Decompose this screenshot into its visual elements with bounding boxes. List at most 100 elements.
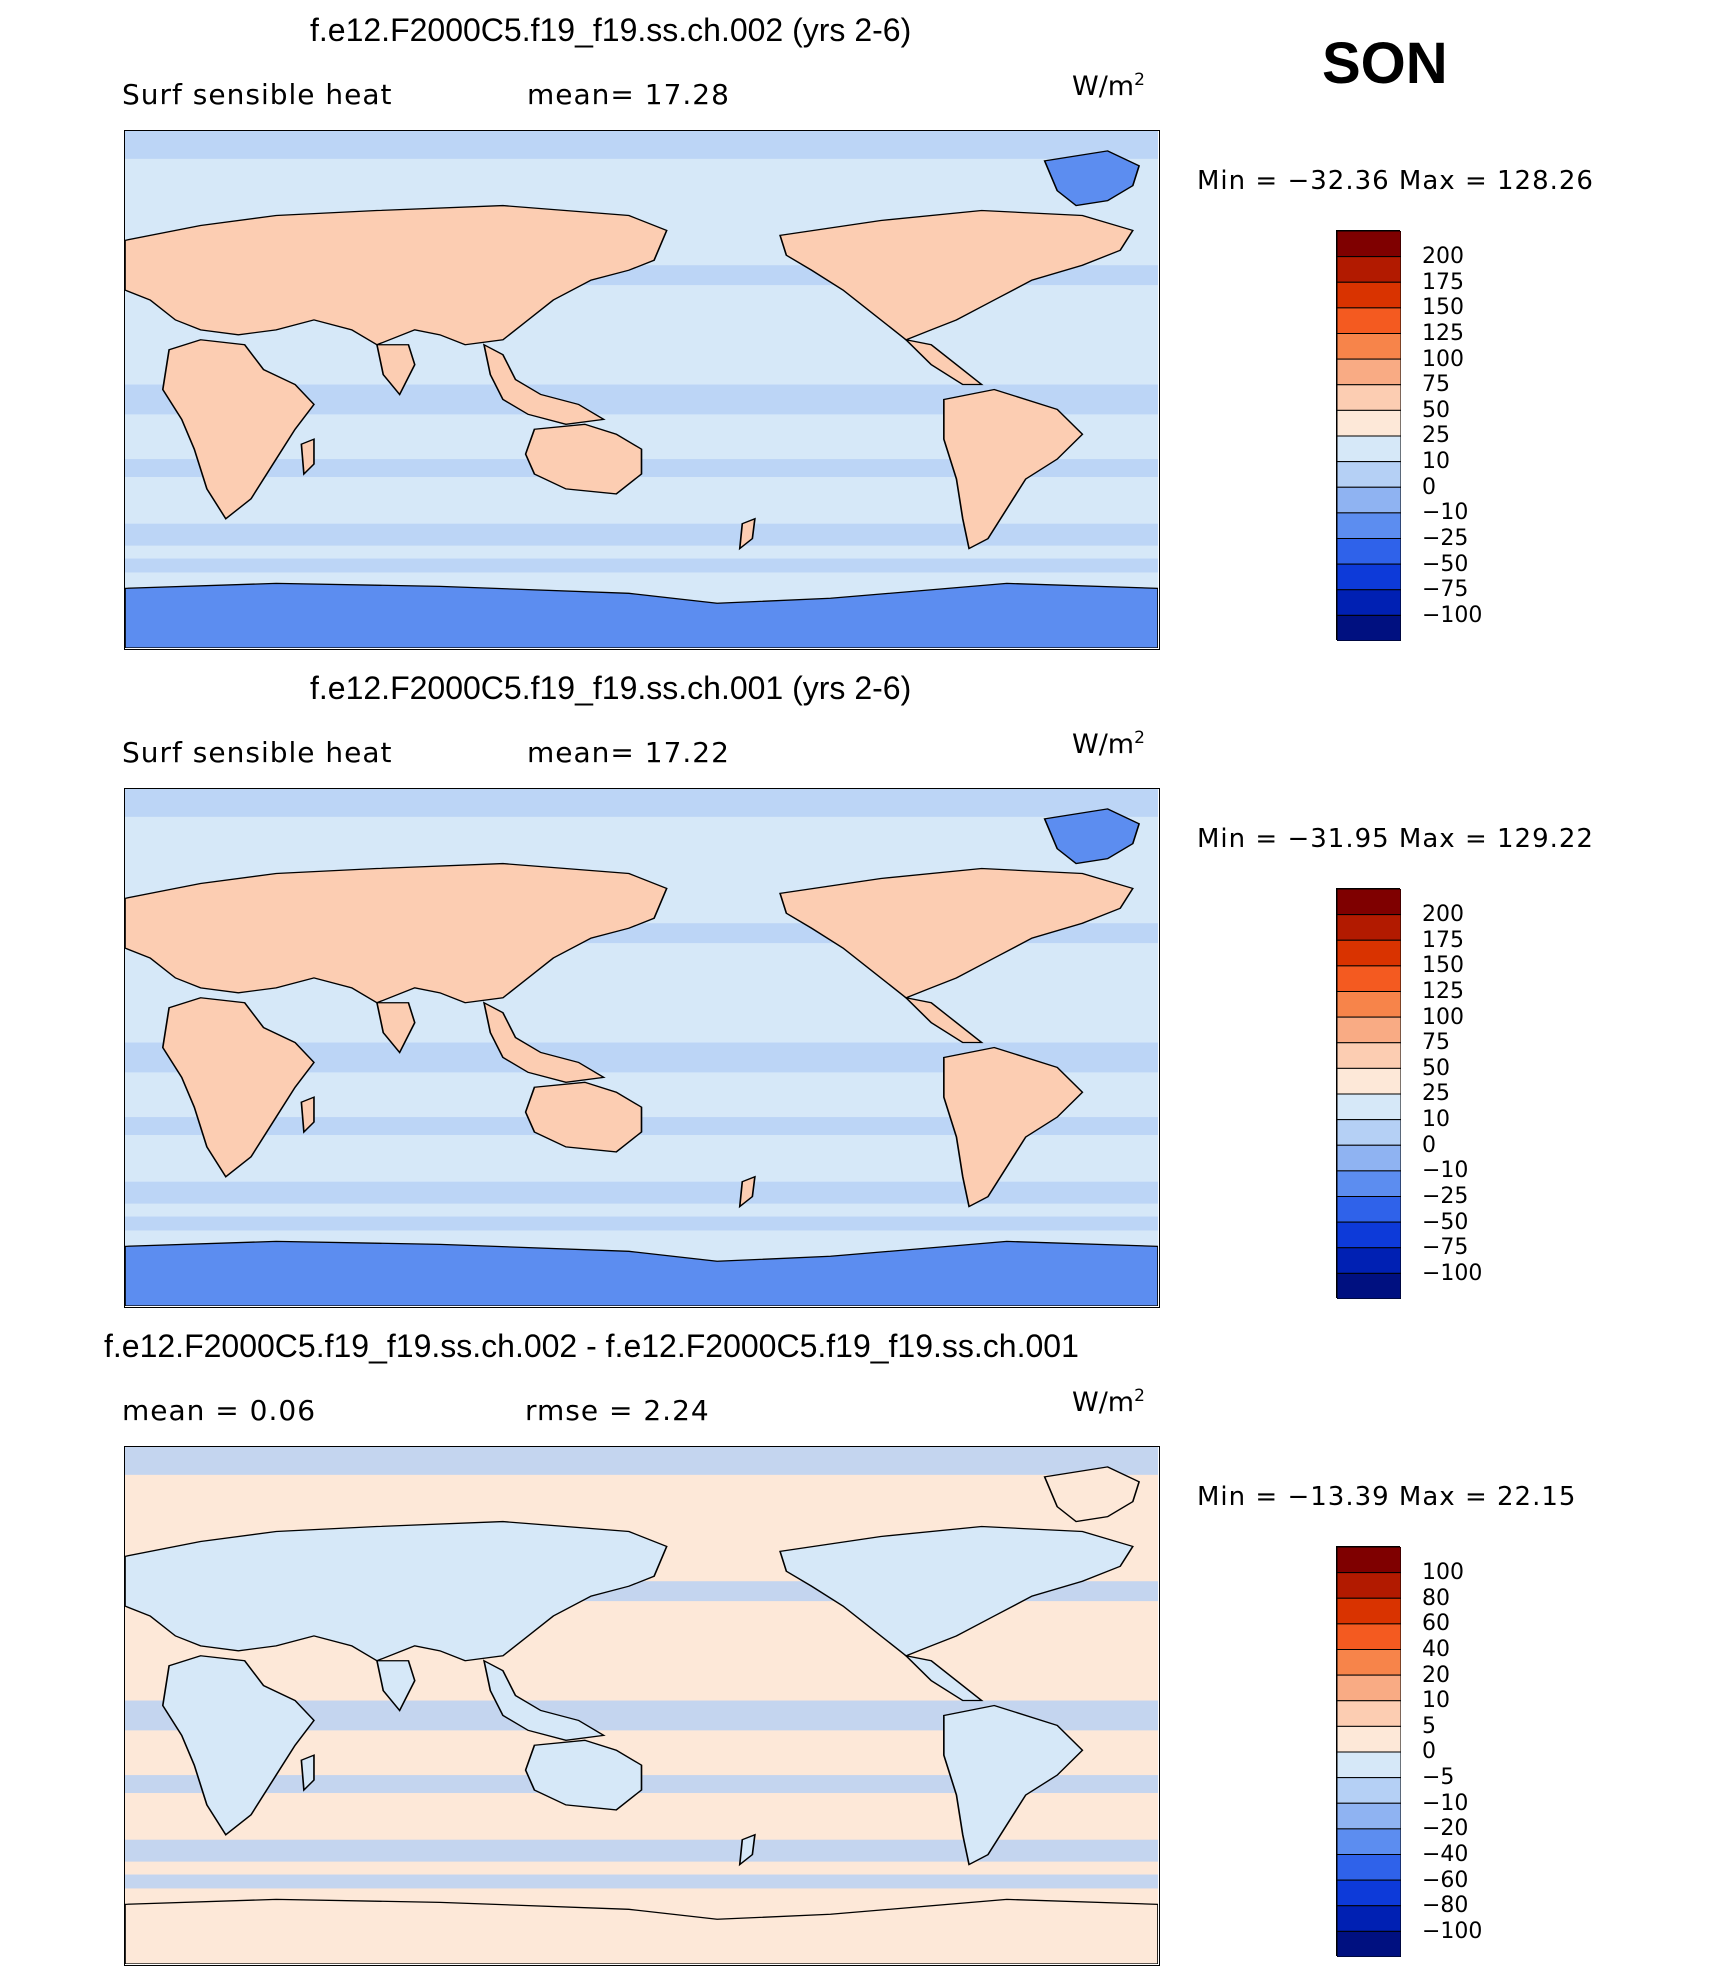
colorbar-swatch: [1337, 384, 1401, 411]
continent-outline: [161, 997, 315, 1178]
colorbar-level-label: −10: [1422, 1790, 1469, 1816]
colorbar-swatch: [1337, 1751, 1401, 1779]
panel-2-map: [124, 788, 1160, 1308]
continent-outline: [903, 996, 984, 1044]
colorbar-level-label: 25: [1422, 423, 1450, 449]
panel-2-title: f.e12.F2000C5.f19_f19.ss.ch.001 (yrs 2-6…: [310, 670, 912, 706]
colorbar-level-label: 40: [1422, 1636, 1450, 1662]
continent-outline: [524, 1739, 643, 1811]
colorbar-level-label: 75: [1422, 372, 1450, 398]
continent-outline: [943, 1046, 1084, 1208]
continent-outline: [300, 1096, 315, 1134]
continent-outline: [482, 343, 606, 425]
panel-3-rmse-label: rmse = 2.24: [525, 1394, 710, 1427]
colorbar-level-label: 50: [1422, 397, 1450, 423]
continent-outline: [125, 582, 1158, 648]
colorbar-swatch: [1337, 307, 1401, 334]
colorbar-swatch: [1337, 538, 1401, 565]
panel-3-units: W/m2: [1072, 1386, 1145, 1418]
colorbar-swatch: [1337, 1170, 1401, 1197]
continent-outline: [125, 1520, 668, 1662]
colorbar-level-label: 25: [1422, 1081, 1450, 1107]
colorbar-swatch: [1337, 1547, 1401, 1574]
colorbar-level-label: 100: [1422, 1004, 1464, 1030]
colorbar-swatch: [1337, 1879, 1401, 1907]
colorbar-swatch: [1337, 486, 1401, 514]
colorbar-swatch: [1337, 231, 1401, 258]
colorbar-swatch: [1337, 1777, 1401, 1804]
colorbar-level-label: 10: [1422, 1107, 1450, 1132]
colorbar-level-label: −20: [1422, 1816, 1469, 1842]
colorbar-level-label: −60: [1422, 1867, 1469, 1893]
panel-1-variable-label: Surf sensible heat: [122, 78, 393, 111]
colorbar-swatch: [1337, 1802, 1401, 1830]
contour-band: [125, 1181, 1158, 1204]
continent-outline: [375, 344, 416, 396]
panel-2-colorbar: [1336, 888, 1401, 1299]
colorbar-level-label: 0: [1422, 474, 1436, 500]
continent-outline: [482, 1001, 606, 1083]
colorbar-level-label: −40: [1422, 1841, 1469, 1867]
panel-3-map: [124, 1446, 1160, 1966]
continent-outline: [903, 1654, 984, 1702]
colorbar-swatch: [1337, 914, 1401, 941]
colorbar-level-label: 0: [1422, 1132, 1436, 1158]
colorbar-level-label: 20: [1422, 1662, 1450, 1688]
colorbar-level-label: −25: [1422, 1183, 1469, 1209]
colorbar-swatch: [1337, 889, 1401, 916]
colorbar-swatch: [1337, 281, 1401, 309]
colorbar-swatch: [1337, 1119, 1401, 1146]
colorbar-level-label: −100: [1422, 1260, 1483, 1286]
continent-outline: [161, 1655, 315, 1836]
colorbar-level-label: 175: [1422, 927, 1464, 953]
panel-3-colorbar: [1336, 1546, 1401, 1957]
colorbar-level-label: −100: [1422, 1918, 1483, 1944]
colorbar-level-label: 10: [1422, 449, 1450, 474]
continent-outline: [375, 1660, 416, 1712]
colorbar-swatch: [1337, 1700, 1401, 1727]
colorbar-swatch: [1337, 333, 1401, 360]
colorbar-swatch: [1337, 435, 1401, 463]
panel-1-units: W/m2: [1072, 70, 1145, 102]
colorbar-level-label: −100: [1422, 602, 1483, 628]
continent-outline: [125, 862, 668, 1004]
colorbar-swatch: [1337, 1247, 1401, 1274]
colorbar-level-label: −10: [1422, 500, 1469, 526]
colorbar-level-label: 50: [1422, 1055, 1450, 1081]
continent-outline: [738, 1175, 756, 1209]
panel-2-minmax: Min = −31.95 Max = 129.22: [1197, 824, 1594, 854]
continent-outline: [738, 517, 756, 551]
continent-outline: [524, 423, 643, 495]
panel-3-mean-label: mean = 0.06: [122, 1394, 317, 1427]
colorbar-level-label: 75: [1422, 1030, 1450, 1056]
continent-outline: [903, 338, 984, 386]
colorbar-level-label: 150: [1422, 953, 1464, 979]
colorbar-swatch: [1337, 1572, 1401, 1599]
colorbar-level-label: 125: [1422, 320, 1464, 346]
colorbar-swatch: [1337, 1221, 1401, 1249]
colorbar-swatch: [1337, 614, 1401, 641]
colorbar-swatch: [1337, 1144, 1401, 1172]
colorbar-swatch: [1337, 1905, 1401, 1932]
colorbar-swatch: [1337, 1674, 1401, 1702]
colorbar-level-label: −75: [1422, 577, 1469, 603]
colorbar-swatch: [1337, 409, 1401, 437]
colorbar-level-label: −75: [1422, 1235, 1469, 1261]
continent-outline: [125, 204, 668, 346]
continent-outline: [779, 1525, 1134, 1657]
colorbar-level-label: 100: [1422, 346, 1464, 372]
panel-1-minmax: Min = −32.36 Max = 128.26: [1197, 166, 1594, 196]
contour-band: [125, 523, 1158, 546]
colorbar-level-label: 100: [1422, 1560, 1464, 1585]
continent-outline: [779, 867, 1134, 999]
contour-band: [125, 1216, 1158, 1231]
colorbar-swatch: [1337, 1725, 1401, 1753]
contour-band: [125, 789, 1158, 817]
colorbar-swatch: [1337, 1093, 1401, 1121]
continent-outline: [1043, 1466, 1141, 1523]
season-label: SON: [1322, 31, 1448, 96]
contour-band: [125, 558, 1158, 573]
colorbar-level-label: −50: [1422, 551, 1469, 577]
colorbar-level-label: 150: [1422, 295, 1464, 321]
contour-band: [125, 1839, 1158, 1862]
